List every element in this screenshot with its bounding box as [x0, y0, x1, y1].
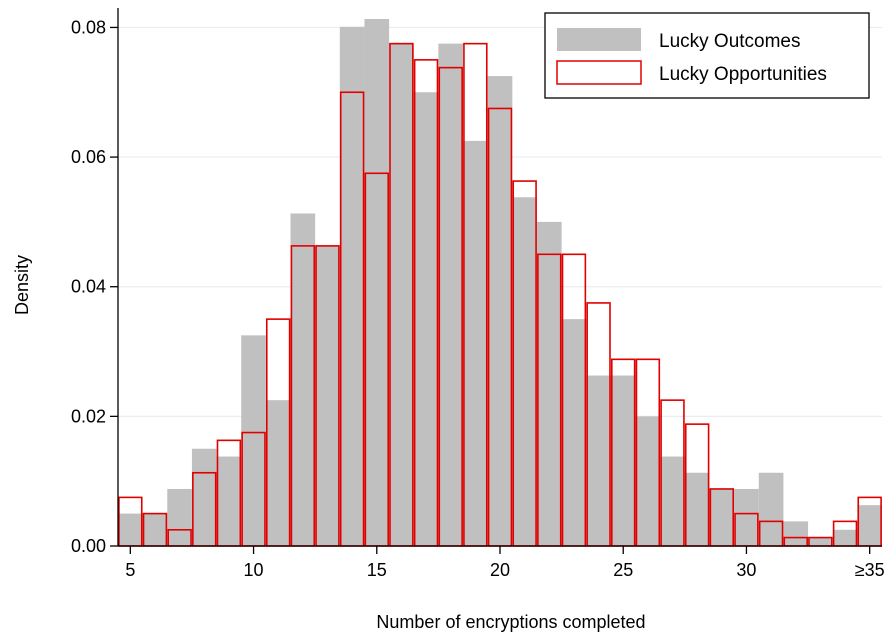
- bar-lucky-outcomes: [413, 92, 439, 546]
- bar-lucky-outcomes: [684, 472, 710, 546]
- bar-lucky-outcomes: [857, 505, 882, 546]
- x-axis-ticks: 5 10 15 20 25 30 ≥35: [125, 546, 885, 580]
- bar-lucky-outcomes: [241, 335, 266, 546]
- bar-lucky-outcomes: [783, 521, 809, 546]
- x-tick-label: 30: [736, 560, 756, 580]
- x-tick-label: 25: [613, 560, 633, 580]
- legend-label-lucky-opportunities: Lucky Opportunities: [659, 64, 827, 85]
- legend-label-lucky-outcomes: Lucky Outcomes: [659, 31, 801, 52]
- bar-lucky-outcomes: [487, 76, 513, 546]
- y-axis-ticks: 0.00 0.02 0.04 0.06 0.08: [71, 17, 118, 556]
- y-axis-title: Density: [12, 255, 32, 315]
- y-tick-label: 0.00: [71, 536, 106, 556]
- bar-lucky-outcomes: [118, 513, 143, 546]
- bar-lucky-outcomes: [832, 529, 858, 546]
- bar-lucky-outcomes: [265, 400, 291, 546]
- y-tick-label: 0.02: [71, 406, 106, 426]
- bar-lucky-outcomes: [660, 456, 685, 546]
- y-tick-label: 0.06: [71, 147, 106, 167]
- bar-lucky-outcomes: [290, 213, 316, 546]
- bar-lucky-outcomes: [808, 537, 833, 546]
- legend-swatch-lucky-outcomes: [557, 28, 641, 51]
- bar-lucky-outcomes: [463, 140, 488, 546]
- bar-lucky-outcomes: [561, 319, 587, 546]
- legend: Lucky Outcomes Lucky Opportunities: [544, 12, 870, 99]
- bar-lucky-outcomes: [167, 488, 192, 546]
- bar-lucky-outcomes: [709, 488, 735, 546]
- bar-lucky-outcomes: [389, 43, 414, 546]
- x-tick-label: 15: [367, 560, 387, 580]
- bar-lucky-outcomes: [364, 19, 390, 546]
- x-tick-label: ≥35: [855, 560, 885, 580]
- bar-lucky-outcomes: [536, 221, 562, 546]
- bar-lucky-outcomes: [586, 375, 611, 546]
- y-tick-label: 0.08: [71, 17, 106, 37]
- bar-lucky-outcomes: [438, 43, 464, 546]
- series-lucky-outcomes: [118, 19, 882, 547]
- bar-lucky-outcomes: [758, 472, 784, 546]
- y-tick-label: 0.04: [71, 277, 106, 297]
- bar-lucky-outcomes: [734, 488, 759, 546]
- bar-lucky-outcomes: [191, 448, 217, 546]
- bar-lucky-outcomes: [315, 245, 340, 546]
- bar-lucky-outcomes: [610, 375, 636, 546]
- bar-lucky-outcomes: [512, 197, 537, 547]
- bar-lucky-outcomes: [142, 513, 168, 546]
- bar-lucky-outcomes: [339, 26, 365, 546]
- x-tick-label: 20: [490, 560, 510, 580]
- legend-box: [544, 12, 870, 99]
- bar-lucky-outcomes: [216, 456, 242, 546]
- x-tick-label: 10: [244, 560, 264, 580]
- x-tick-label: 5: [125, 560, 135, 580]
- bar-lucky-outcomes: [635, 416, 661, 546]
- x-axis-title: Number of encryptions completed: [376, 612, 645, 632]
- legend-swatch-lucky-opportunities: [556, 60, 642, 85]
